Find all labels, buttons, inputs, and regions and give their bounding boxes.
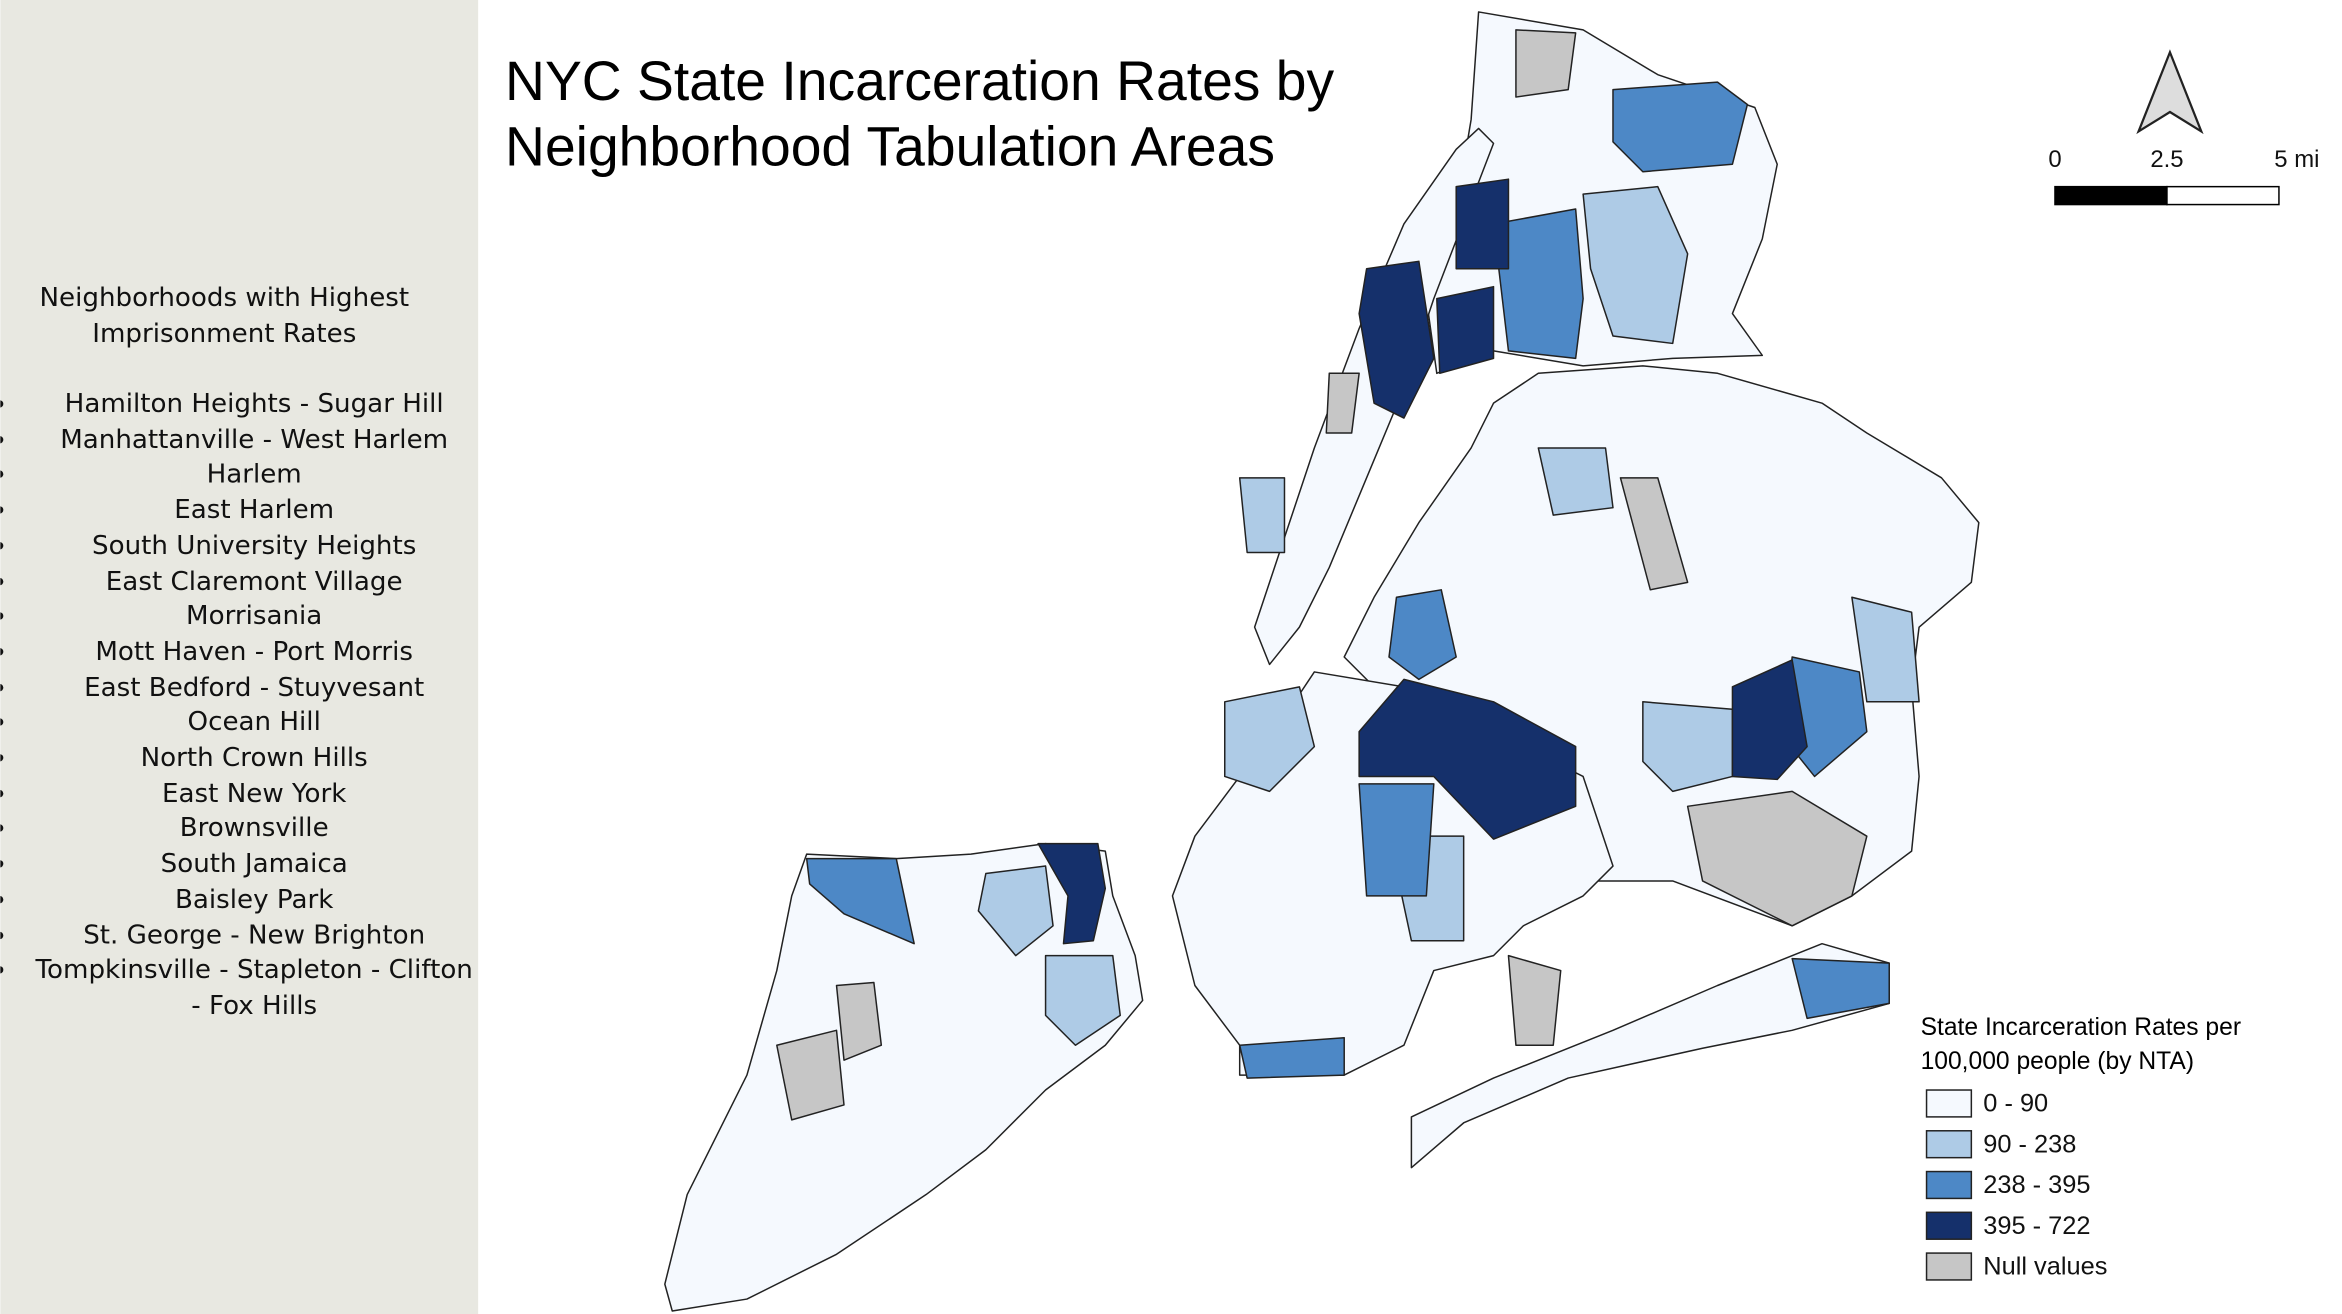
legend-label: 395 - 722	[1983, 1212, 2090, 1240]
area	[1037, 842, 1107, 945]
area	[1619, 477, 1689, 591]
list-item: Harlem	[21, 459, 478, 494]
legend-title: State Incarceration Rates per 100,000 pe…	[1920, 1013, 2242, 1076]
legend-label: 0 - 90	[1983, 1090, 2048, 1118]
area	[1642, 701, 1734, 793]
list-item: South University Heights	[21, 530, 478, 565]
area	[805, 857, 915, 945]
area	[1686, 790, 1868, 927]
area	[1851, 596, 1920, 703]
area	[1388, 589, 1457, 681]
legend-swatch	[1925, 1130, 1973, 1159]
legend-swatch	[1925, 1252, 1973, 1281]
north-arrow	[2136, 49, 2204, 135]
area	[1358, 783, 1435, 897]
scale-label: 5 mi	[2274, 146, 2319, 173]
sidebar	[0, 0, 479, 1314]
area	[1238, 477, 1286, 554]
list-item: East Harlem	[21, 494, 478, 529]
scale-label: 2.5	[2150, 146, 2183, 173]
legend-title-box: State Incarceration Rates per 100,000 pe…	[1920, 1013, 2242, 1076]
neighborhood-list: Hamilton Heights - Sugar HillManhattanvi…	[0, 388, 478, 1025]
sidebar-heading: Neighborhoods with Highest Imprisonment …	[39, 283, 410, 350]
area	[1731, 659, 1808, 781]
area	[1455, 178, 1510, 270]
area	[1224, 686, 1316, 793]
list-item: East Claremont Village	[21, 565, 478, 600]
area	[1537, 447, 1614, 516]
list-item: St. George - New Brighton	[21, 919, 478, 954]
scale-segment	[2054, 185, 2168, 206]
sidebar-heading-box: Neighborhoods with Highest Imprisonment …	[39, 283, 410, 350]
area	[835, 981, 883, 1061]
boroughs	[664, 11, 1980, 1312]
area	[1325, 372, 1360, 434]
list-item: Manhattanville - West Harlem	[21, 424, 478, 459]
scale-bar: 0 2.5 5 mi	[2048, 146, 2319, 206]
area	[1507, 954, 1562, 1046]
sidebar-list-box: Hamilton Heights - Sugar HillManhattanvi…	[0, 388, 478, 1045]
scale-segment	[2166, 185, 2280, 206]
area	[1044, 954, 1121, 1046]
list-item: Baisley Park	[21, 884, 478, 919]
title-box: NYC State Incarceration Rates by Neighbo…	[505, 50, 1335, 178]
legend: 0 - 90 90 - 238 238 - 395 395 - 722 Null val…	[1925, 1089, 2107, 1281]
map-title: NYC State Incarceration Rates by Neighbo…	[505, 50, 1335, 178]
list-item: South Jamaica	[21, 848, 478, 883]
area	[776, 1029, 845, 1121]
list-item: Ocean Hill	[21, 707, 478, 742]
legend-label: 238 - 395	[1983, 1171, 2090, 1199]
area	[1436, 285, 1495, 375]
list-item: North Crown Hills	[21, 742, 478, 777]
area	[1515, 29, 1577, 98]
list-item: East Bedford - Stuyvesant	[21, 671, 478, 706]
list-item: Morrisania	[21, 601, 478, 636]
area	[1358, 260, 1435, 419]
list-item: Tompkinsville - Stapleton - Clifton - Fo…	[21, 955, 478, 1026]
legend-swatch	[1925, 1211, 1973, 1240]
legend-swatch	[1925, 1089, 1973, 1118]
area	[1492, 208, 1584, 360]
area	[1791, 957, 1890, 1020]
legend-label: 90 - 238	[1983, 1130, 2076, 1158]
area	[977, 865, 1054, 957]
list-item: Brownsville	[21, 813, 478, 848]
legend-label: Null values	[1983, 1253, 2107, 1281]
list-item: Mott Haven - Port Morris	[21, 636, 478, 671]
legend-swatch	[1925, 1170, 1973, 1200]
area	[1358, 678, 1577, 840]
area	[1238, 1037, 1345, 1079]
scale-label: 0	[2048, 146, 2061, 173]
area	[1582, 185, 1689, 345]
area	[1612, 81, 1749, 173]
list-item: East New York	[21, 778, 478, 813]
list-item: Hamilton Heights - Sugar Hill	[21, 388, 478, 423]
north-arrow-shape	[2136, 49, 2204, 135]
